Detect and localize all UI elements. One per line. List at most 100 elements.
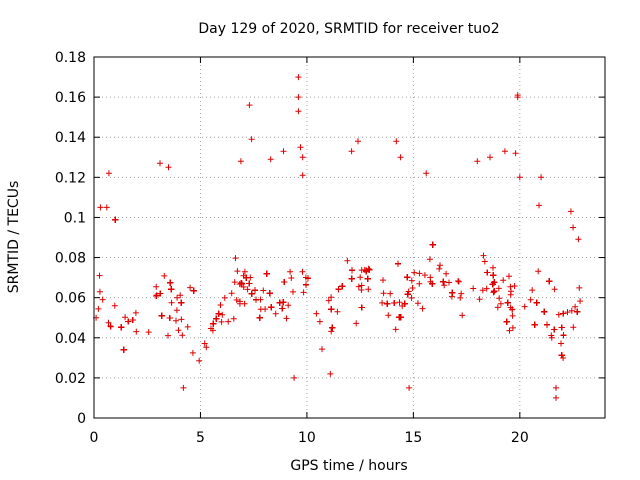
data-point xyxy=(339,283,346,290)
data-point xyxy=(196,357,203,364)
data-point xyxy=(568,307,575,314)
data-point xyxy=(153,293,160,299)
grid-lines xyxy=(94,57,605,418)
data-point xyxy=(305,275,311,282)
y-tick-label: 0.1 xyxy=(64,210,86,226)
data-point xyxy=(112,216,119,223)
data-point xyxy=(509,324,516,331)
data-point xyxy=(443,270,450,277)
data-point xyxy=(246,102,253,109)
data-point xyxy=(491,288,498,295)
data-point xyxy=(335,286,342,293)
data-point xyxy=(481,258,488,265)
data-point xyxy=(129,317,136,323)
data-point xyxy=(426,256,433,263)
data-point xyxy=(234,268,241,275)
data-point xyxy=(458,290,465,297)
data-point xyxy=(538,174,545,181)
data-point xyxy=(509,312,516,319)
y-tick-label: 0.04 xyxy=(55,331,86,347)
data-point xyxy=(558,352,565,359)
data-point xyxy=(476,296,483,303)
data-point xyxy=(496,295,503,302)
y-tick-label: 0.12 xyxy=(55,170,86,186)
data-point xyxy=(436,265,443,272)
data-point xyxy=(228,290,235,297)
data-point xyxy=(364,275,371,282)
data-point xyxy=(507,304,514,311)
data-point xyxy=(441,282,448,289)
data-point xyxy=(231,279,238,286)
data-point xyxy=(96,288,103,295)
data-point xyxy=(529,287,536,294)
data-point xyxy=(396,314,403,321)
data-point xyxy=(268,304,275,311)
y-tick-label: 0.14 xyxy=(55,130,86,146)
data-point xyxy=(531,321,538,328)
data-point xyxy=(455,278,462,285)
data-point xyxy=(553,384,559,391)
data-point xyxy=(173,317,179,324)
data-point xyxy=(290,288,296,295)
data-point xyxy=(105,319,112,326)
data-point xyxy=(237,298,243,305)
data-point xyxy=(281,279,288,285)
data-point xyxy=(280,299,287,306)
data-point xyxy=(408,295,415,301)
data-point xyxy=(391,300,398,306)
data-point xyxy=(157,160,163,167)
data-point xyxy=(536,202,542,209)
data-point xyxy=(300,289,307,296)
data-point xyxy=(490,264,496,271)
data-point xyxy=(295,108,302,115)
data-point xyxy=(230,315,237,322)
data-point xyxy=(213,315,220,322)
data-point xyxy=(122,314,129,321)
data-point xyxy=(166,315,173,321)
data-point xyxy=(201,340,208,347)
data-point xyxy=(297,144,304,151)
data-point xyxy=(446,279,452,286)
data-point xyxy=(272,310,279,317)
data-point xyxy=(455,278,462,284)
data-point xyxy=(459,312,466,319)
data-point xyxy=(558,324,565,331)
x-tick-label: 20 xyxy=(511,430,529,446)
data-point xyxy=(357,274,364,281)
data-point xyxy=(262,306,269,313)
y-axis-label: SRMTID / TECUs xyxy=(6,181,22,294)
data-point xyxy=(567,208,574,215)
y-tick-label: 0.02 xyxy=(55,371,86,387)
data-point xyxy=(366,266,373,273)
data-point xyxy=(437,262,443,269)
data-point xyxy=(479,287,486,294)
data-point xyxy=(495,285,502,292)
data-point xyxy=(96,272,103,279)
data-point xyxy=(260,287,267,294)
data-point xyxy=(396,299,403,306)
data-point xyxy=(295,94,302,101)
data-point xyxy=(508,288,514,295)
data-point xyxy=(313,310,320,317)
data-point xyxy=(408,277,415,284)
x-axis-label: GPS time / hours xyxy=(290,458,407,474)
x-axis-ticks: 0 5 10 15 20 xyxy=(90,57,529,446)
plot-frame xyxy=(93,56,606,419)
data-point xyxy=(280,148,287,155)
data-point xyxy=(179,332,186,339)
data-point xyxy=(187,284,194,291)
data-point xyxy=(221,294,228,301)
data-point xyxy=(490,272,497,279)
data-point xyxy=(167,279,174,286)
data-point xyxy=(132,309,139,316)
data-point xyxy=(120,346,127,353)
data-point xyxy=(411,269,418,276)
data-point xyxy=(395,260,401,267)
data-point xyxy=(279,305,286,312)
data-point xyxy=(560,332,567,339)
data-point xyxy=(511,283,518,289)
data-point xyxy=(504,299,511,306)
data-point xyxy=(291,374,298,381)
data-point xyxy=(406,384,413,391)
